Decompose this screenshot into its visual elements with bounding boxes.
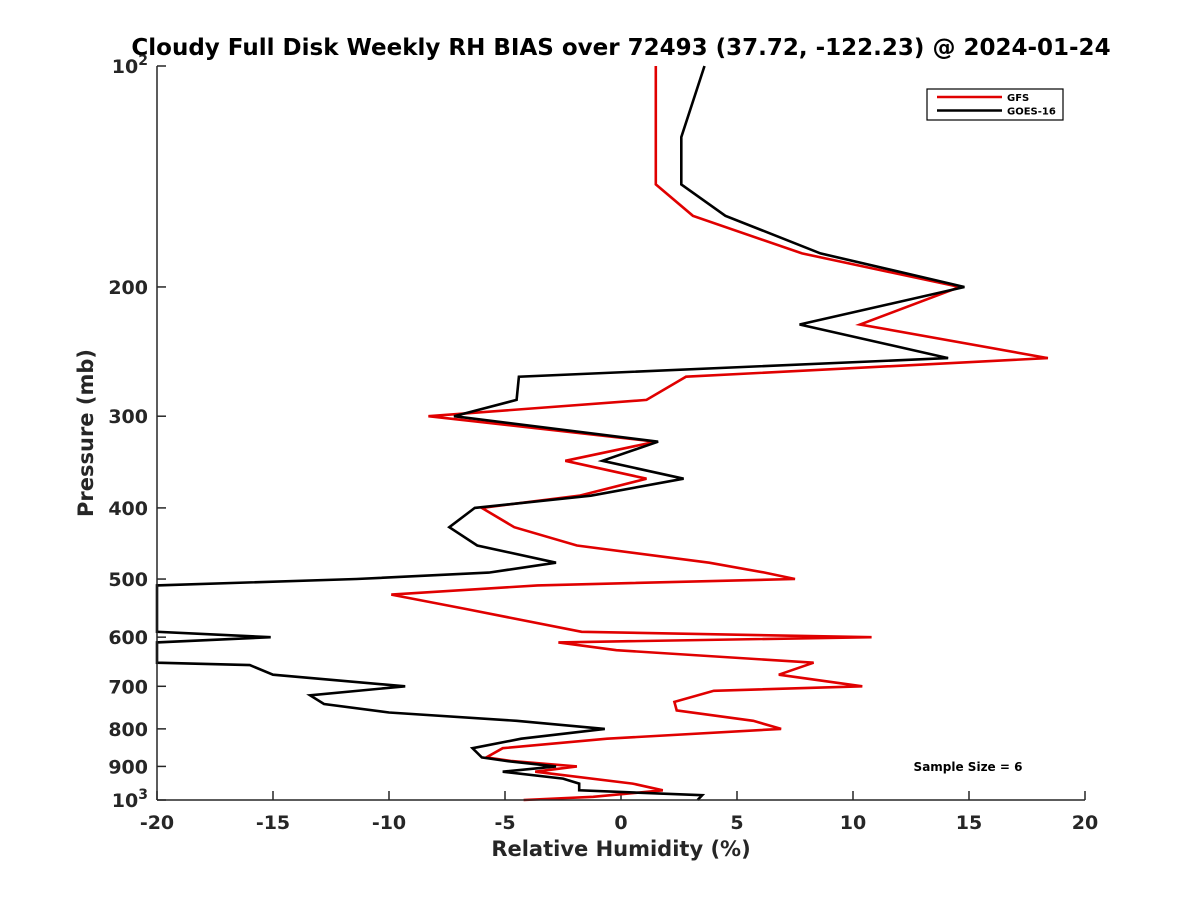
x-tick-label: 10 [840,812,866,834]
legend-box [926,88,1064,121]
y-tick-label: 700 [108,676,148,698]
x-tick-label: -5 [494,812,515,834]
y-axis-label: Pressure (mb) [74,349,98,517]
sample-size-note: Sample Size = 6 [914,760,1023,774]
y-tick-label: 102 [112,53,148,78]
series-line-gfs [391,66,1049,802]
y-tick-label: 600 [108,627,148,649]
x-tick-label: 5 [730,812,743,834]
y-tick-label: 400 [108,498,148,520]
series-lines [155,65,1049,802]
y-tick-label: 300 [108,406,148,428]
legend-entry: GFS [1007,93,1029,104]
x-tick-label: 0 [614,812,627,834]
series-line-goes-16 [155,65,965,801]
x-tick-label: 20 [1072,812,1098,834]
y-tick-label: 200 [108,277,148,299]
x-tick-label: -15 [256,812,290,834]
legend-entry: GOES-16 [1007,107,1056,118]
y-tick-label: 103 [112,787,148,812]
axis-ticks: -20 -15 -10 -5 0 5 10 15 20 102 200 300 400 500 600 700… [108,53,1098,834]
x-axis-label: Relative Humidity (%) [491,837,750,861]
chart-title: Cloudy Full Disk Weekly RH BIAS over 724… [131,35,1110,61]
y-tick-label: 800 [108,719,148,741]
x-tick-label: -10 [372,812,406,834]
y-tick-label: 500 [108,569,148,591]
x-tick-label: 15 [956,812,982,834]
legend: GFS GOES-16 [926,88,1064,121]
y-tick-label: 900 [108,756,148,778]
x-tick-label: -20 [140,812,174,834]
